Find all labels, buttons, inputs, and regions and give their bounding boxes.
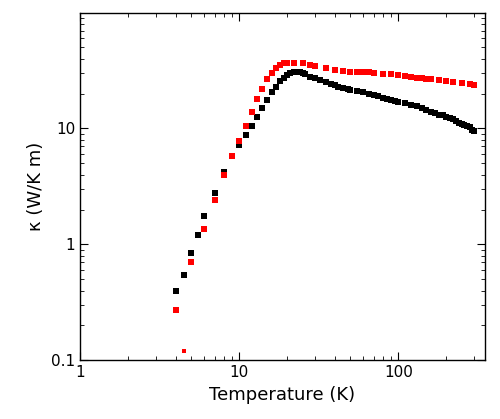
Y-axis label: κ (W/K m): κ (W/K m) [28,142,46,231]
X-axis label: Temperature (K): Temperature (K) [210,386,356,404]
